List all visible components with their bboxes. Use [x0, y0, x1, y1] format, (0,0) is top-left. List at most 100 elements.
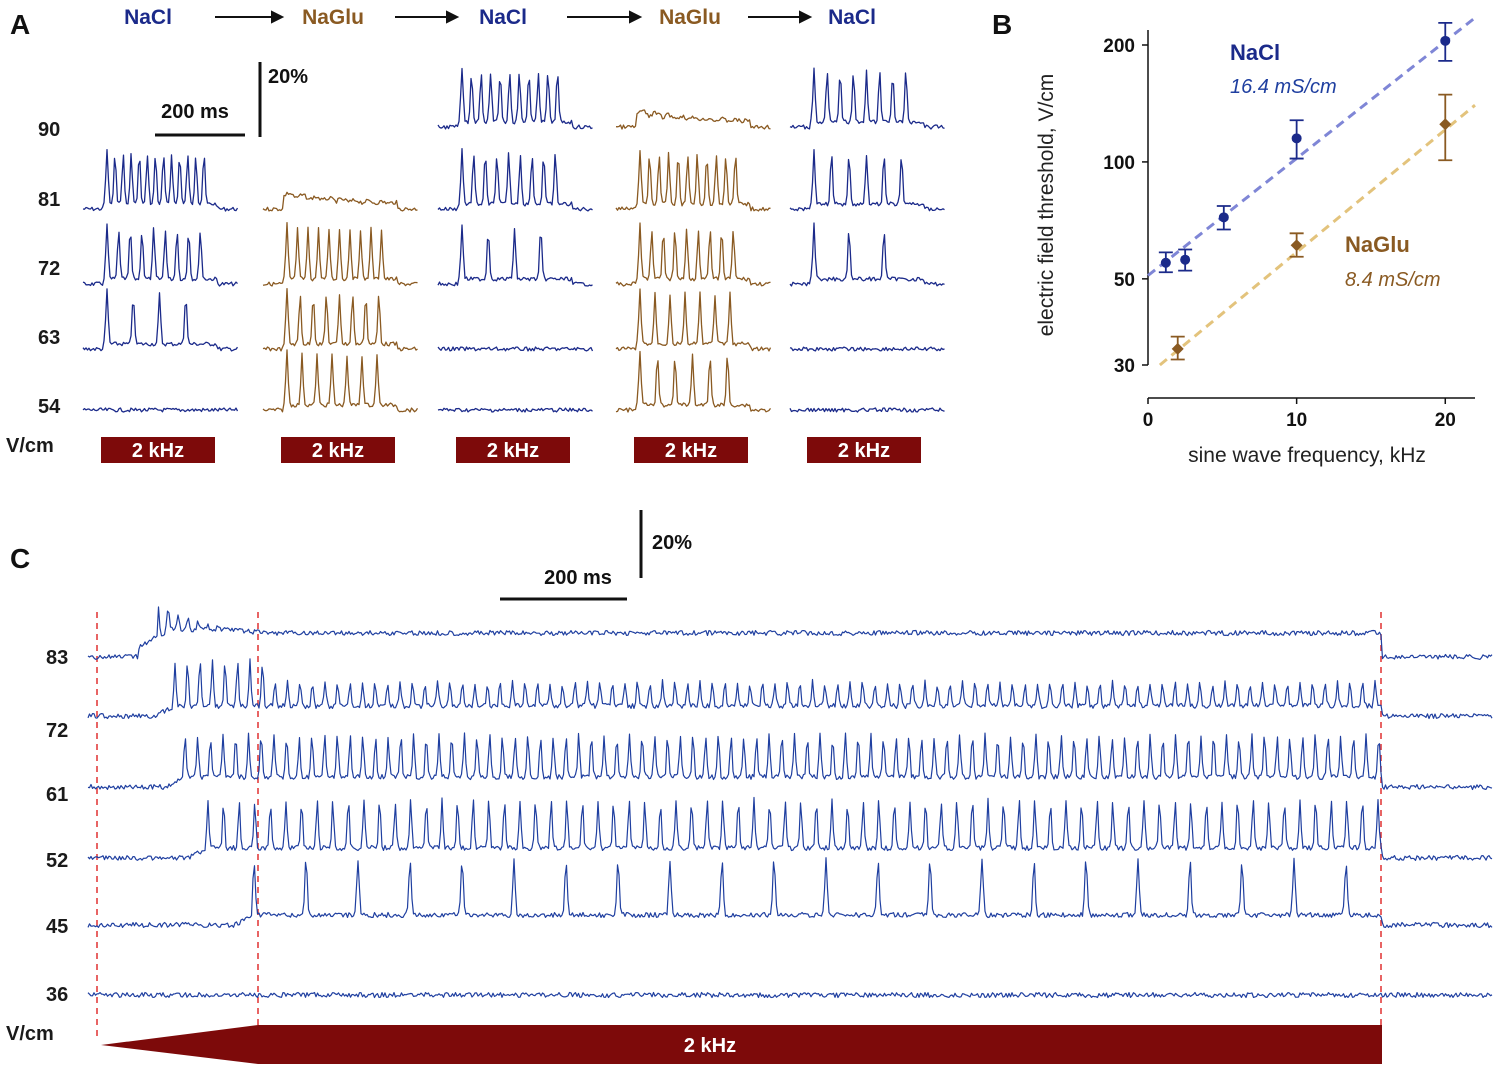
- trace-a-col5-row4: [789, 346, 945, 352]
- trace-a-col1-row5: [82, 407, 239, 413]
- unit-a: V/cm: [6, 435, 54, 457]
- legend-naglu-name: NaGlu: [1345, 232, 1410, 257]
- y-tick-labels: 30 50 100 200: [1103, 36, 1135, 377]
- trace-c-row5: [87, 857, 1493, 929]
- level-a-1: 90: [38, 119, 60, 141]
- level-c-3: 61: [46, 784, 68, 806]
- condition-label-2: NaGlu: [302, 6, 364, 29]
- fit-line-nacl: [1147, 16, 1476, 277]
- level-a-2: 81: [38, 189, 60, 211]
- fit-line-naglu: [1158, 104, 1476, 367]
- panel-b-label: B: [992, 9, 1012, 40]
- traces-a: [82, 67, 945, 413]
- trace-c-row6: [87, 991, 1493, 999]
- scale-bar-c-amp-label: 20%: [652, 532, 692, 554]
- traces-c: [87, 606, 1493, 999]
- panel-c-label: C: [10, 543, 30, 574]
- trace-a-col3-row1: [437, 67, 593, 130]
- trace-a-col3-row4: [437, 346, 594, 352]
- y-tick-label-50: 50: [1114, 270, 1135, 291]
- scale-bar-c-time-label: 200 ms: [544, 567, 612, 589]
- level-c-4: 52: [46, 850, 68, 872]
- field-levels-c: 83 72 61 52 45 36 V/cm: [6, 647, 68, 1045]
- stim-label-a-5: 2 kHz: [838, 440, 890, 462]
- point-naglu-3: [1439, 118, 1452, 131]
- scale-bar-a-amp-label: 20%: [268, 66, 308, 88]
- trace-a-col2-row3: [262, 221, 418, 287]
- chart-axes: [1142, 30, 1475, 404]
- scale-bar-a-time-label: 200 ms: [161, 101, 229, 123]
- trace-a-col4-row2: [615, 150, 771, 212]
- condition-label-5: NaCl: [828, 6, 876, 29]
- legend-naglu-conductivity: 8.4 mS/cm: [1345, 269, 1441, 291]
- trace-c-row4: [87, 796, 1493, 861]
- scale-bar-a: 200 ms 20%: [155, 62, 308, 137]
- arrow-2-head: [446, 10, 460, 24]
- stimulus-bars-a: 2 kHz 2 kHz 2 kHz 2 kHz 2 kHz: [101, 437, 921, 463]
- trace-a-col4-row4: [615, 288, 772, 352]
- y-tick-label-100: 100: [1103, 153, 1135, 174]
- x-tick-label-20: 20: [1435, 410, 1456, 431]
- arrow-4-head: [799, 10, 813, 24]
- trace-a-col5-row2: [789, 148, 945, 212]
- stim-bar-a-5: [807, 437, 921, 463]
- legend-nacl-conductivity: 16.4 mS/cm: [1230, 76, 1337, 98]
- stim-ramp-c: [101, 1025, 1382, 1064]
- stim-bar-a-4: [634, 437, 748, 463]
- trace-a-col4-row5: [615, 350, 772, 413]
- x-axis-label: sine wave frequency, kHz: [1188, 444, 1426, 467]
- condition-label-4: NaGlu: [659, 6, 721, 29]
- trace-a-col1-row4: [82, 288, 239, 352]
- data-points: [1158, 21, 1453, 361]
- x-tick-label-0: 0: [1143, 410, 1154, 431]
- point-nacl-3: [1218, 212, 1229, 223]
- trace-a-col5-row3: [789, 222, 945, 287]
- level-a-3: 72: [38, 258, 60, 280]
- stim-label-c: 2 kHz: [684, 1035, 736, 1057]
- trace-a-col5-row5: [789, 407, 945, 413]
- arrow-1-head: [271, 10, 285, 24]
- panel-a-label: A: [10, 9, 30, 40]
- condition-label-3: NaCl: [479, 6, 527, 29]
- stim-bar-a-2: [281, 437, 395, 463]
- condition-label-1: NaCl: [124, 6, 172, 29]
- arrow-3-head: [629, 10, 643, 24]
- trace-a-col2-row2: [262, 191, 418, 212]
- marker-lines-c: [96, 612, 1382, 1040]
- level-a-5: 54: [38, 396, 61, 418]
- point-nacl-4: [1291, 133, 1302, 144]
- legend: NaCl 16.4 mS/cm NaGlu 8.4 mS/cm: [1230, 40, 1441, 291]
- y-tick-label-30: 30: [1114, 356, 1135, 377]
- trace-a-col5-row1: [789, 67, 945, 130]
- trace-a-col3-row2: [437, 147, 593, 212]
- point-nacl-1: [1160, 257, 1171, 268]
- stim-label-a-4: 2 kHz: [665, 440, 717, 462]
- stim-bar-a-1: [101, 437, 215, 463]
- stim-label-a-3: 2 kHz: [487, 440, 539, 462]
- trace-a-col2-row5: [262, 349, 419, 413]
- level-c-5: 45: [46, 916, 68, 938]
- y-axis-label: electric field threshold, V/cm: [1035, 74, 1058, 337]
- point-nacl-2: [1180, 254, 1191, 265]
- trace-a-col2-row4: [262, 288, 418, 352]
- panel-c: C 200 ms 20% 83 72 61 52 45 36 V/cm 2 kH…: [6, 510, 1493, 1064]
- level-c-6: 36: [46, 984, 68, 1006]
- trace-a-col4-row3: [615, 222, 771, 287]
- condition-sequence: NaCl NaGlu NaCl NaGlu NaCl: [124, 6, 876, 29]
- trace-a-col3-row5: [437, 407, 593, 413]
- trace-a-col1-row3: [82, 223, 238, 287]
- point-naglu-2: [1290, 239, 1303, 252]
- point-nacl-5: [1440, 35, 1451, 46]
- trace-c-row1: [87, 606, 1493, 660]
- x-tick-labels: 0 10 20: [1143, 410, 1456, 431]
- trace-a-col3-row3: [437, 224, 593, 287]
- x-tick-label-10: 10: [1286, 410, 1307, 431]
- panel-b: B 30 50 100 200 0 10 20 sine wave freque…: [992, 9, 1476, 467]
- trace-c-row3: [87, 732, 1493, 791]
- stim-label-a-2: 2 kHz: [312, 440, 364, 462]
- level-c-1: 83: [46, 647, 68, 669]
- stim-label-a-1: 2 kHz: [132, 440, 184, 462]
- panel-a: A NaCl NaGlu NaCl NaGlu NaCl 200 ms 20%: [6, 6, 945, 463]
- scale-bar-c: 200 ms 20%: [500, 510, 692, 601]
